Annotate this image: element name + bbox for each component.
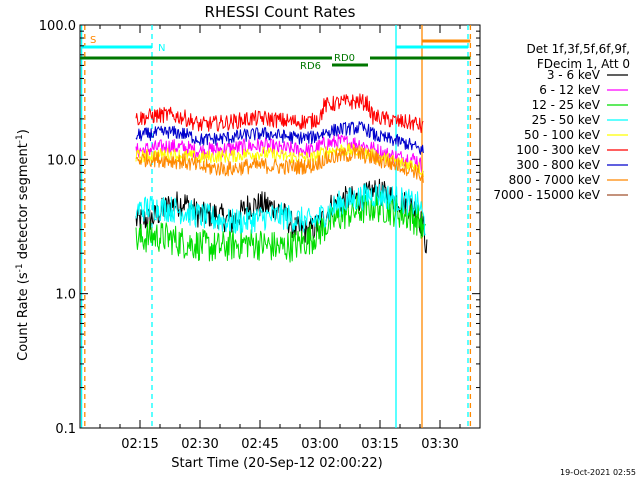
x-tick-label-3: 03:00: [301, 437, 338, 452]
y-tick-label-1: 1.0: [55, 288, 76, 303]
axis-ticks: 02:15 02:30 02:45 03:00 03:15 03:30 0.1 1.0 10.0…: [39, 19, 480, 452]
x-axis-label: Start Time (20-Sep-12 02:00:22): [171, 456, 382, 471]
x-tick-label-0: 02:15: [121, 437, 158, 452]
y-tick-label-2: 10.0: [47, 153, 76, 168]
legend-entry-0: 3 - 6 keV: [547, 68, 601, 82]
decimation-label-rd0: RD0: [334, 53, 355, 64]
legend-entry-4: 50 - 100 keV: [524, 128, 601, 142]
attenuator-label-n: N: [158, 43, 165, 54]
attenuator-label-s: S: [90, 35, 96, 46]
x-tick-label-4: 03:15: [361, 437, 398, 452]
chart-title: RHESSI Count Rates: [205, 3, 356, 21]
y-label-main: Count Rate (s: [16, 272, 31, 361]
series-layer: [135, 93, 428, 263]
y-label-sup2: -1: [15, 134, 25, 143]
y-label-end: ): [16, 129, 31, 134]
y-axis-label: Count Rate (s-1 detector segment-1): [15, 129, 31, 361]
legend-entry-5: 100 - 300 keV: [516, 143, 600, 157]
y-label-mid: detector segment: [16, 143, 31, 263]
y-tick-label-0: 0.1: [55, 422, 76, 437]
decimation-label-rd6: RD6: [300, 61, 321, 72]
y-label-sup: -1: [15, 263, 25, 272]
legend-header-1: FDecim 1, Att 0: [537, 57, 630, 71]
footer-timestamp: 19-Oct-2021 02:55: [560, 468, 636, 477]
legend: Det 1f,3f,5f,6f,9f,FDecim 1, Att 03 - 6 …: [493, 42, 630, 202]
x-tick-label-5: 03:30: [421, 437, 458, 452]
legend-entry-6: 300 - 800 keV: [516, 158, 600, 172]
series-line-6: [135, 121, 424, 155]
legend-entry-2: 12 - 25 keV: [532, 98, 601, 112]
legend-entry-1: 6 - 12 keV: [539, 83, 601, 97]
y-tick-label-3: 100.0: [39, 19, 76, 34]
legend-header-0: Det 1f,3f,5f,6f,9f,: [526, 42, 630, 56]
series-line-3: [135, 183, 426, 236]
legend-entry-7: 800 - 7000 keV: [509, 173, 601, 187]
series-line-5: [135, 93, 424, 134]
x-tick-label-1: 02:30: [181, 437, 218, 452]
legend-entry-8: 7000 - 15000 keV: [493, 188, 600, 202]
series-line-7: [135, 146, 424, 183]
x-tick-label-2: 02:45: [241, 437, 278, 452]
legend-entry-3: 25 - 50 keV: [532, 113, 601, 127]
state-bars: S N RD0 RD6: [80, 35, 471, 72]
